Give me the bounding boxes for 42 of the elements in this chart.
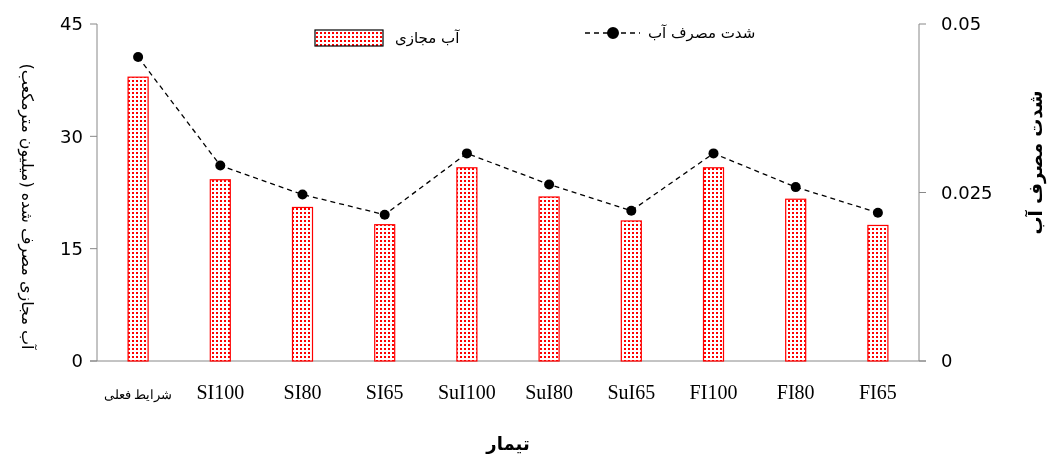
bar [538, 196, 560, 362]
bar [620, 220, 642, 362]
x-tick-label: FI65 [859, 381, 897, 403]
point [872, 207, 883, 218]
x-tick-label: FI100 [689, 381, 738, 403]
y2-axis-title: شدت مصرف آب [1024, 90, 1047, 235]
bar [702, 167, 725, 362]
legend-label: آب مجازی [395, 29, 461, 48]
x-tick-label: SuI100 [438, 381, 496, 403]
legend-label: شدت مصرف آب [648, 24, 756, 43]
bar [291, 206, 314, 362]
y-tick-label: 30 [60, 125, 83, 147]
point [379, 209, 390, 220]
point [626, 205, 637, 216]
point [790, 182, 801, 193]
bar [867, 224, 889, 362]
point [461, 148, 472, 159]
point [297, 189, 308, 200]
x-tick-label: SI65 [365, 381, 404, 403]
x-tick-label: SI80 [283, 381, 322, 403]
x-tick-label: SI100 [196, 381, 245, 403]
y-tick-label: 45 [60, 13, 83, 35]
x-axis-title: تیمار [485, 433, 530, 454]
y2-tick-label: 0.025 [941, 181, 993, 203]
y2-tick-label: 0.05 [941, 13, 982, 35]
bar [209, 179, 231, 362]
y2-tick-label: 0 [941, 350, 953, 372]
point [133, 52, 144, 63]
x-tick-label: SuI80 [525, 381, 573, 403]
y-tick-label: 15 [60, 237, 83, 259]
x-tick-label: FI80 [776, 381, 815, 403]
bar [127, 76, 149, 362]
y-axis-title: آب مجازی مصرف شده (میلیون مترمکعب) [17, 63, 37, 352]
point [708, 148, 719, 159]
y-tick-label: 0 [71, 350, 83, 372]
point [544, 179, 555, 190]
bar [374, 224, 396, 362]
x-tick-label: شرایط فعلی [103, 387, 173, 403]
bar [785, 198, 807, 362]
point [215, 160, 226, 171]
bar [456, 167, 478, 362]
x-tick-label: SuI65 [607, 381, 656, 403]
